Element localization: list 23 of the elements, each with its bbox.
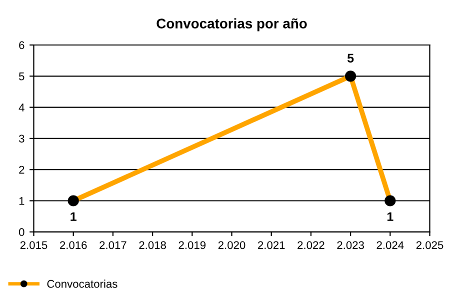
x-tick-label: 2.025 <box>416 241 444 250</box>
y-tick-label: 0 <box>18 228 24 236</box>
y-tick-label: 6 <box>19 41 24 50</box>
chart-title: Convocatorias por año <box>156 18 307 32</box>
x-tick-label: 2.023 <box>337 241 364 250</box>
x-tick-label: 2.017 <box>100 241 126 250</box>
legend-label: Convocatorias <box>47 280 118 288</box>
data-label: 1 <box>70 212 76 221</box>
y-tick-label: 5 <box>18 72 24 80</box>
x-tick-label: 2.015 <box>20 241 48 250</box>
x-tick-label: 2.016 <box>60 241 87 250</box>
x-tick-label: 2.021 <box>258 241 285 250</box>
x-tick-label: 2.018 <box>139 241 166 250</box>
data-label: 5 <box>347 54 354 63</box>
y-tick-label: 1 <box>19 197 24 205</box>
x-tick-label: 2.019 <box>178 241 206 250</box>
x-tick-label: 2.020 <box>218 241 246 250</box>
y-tick-label: 4 <box>18 104 24 112</box>
x-tick-label: 2.024 <box>376 241 404 250</box>
y-tick-label: 2 <box>19 166 24 174</box>
data-label: 1 <box>387 212 394 221</box>
x-tick-label: 2.022 <box>298 241 324 250</box>
y-tick-label: 3 <box>18 134 24 143</box>
